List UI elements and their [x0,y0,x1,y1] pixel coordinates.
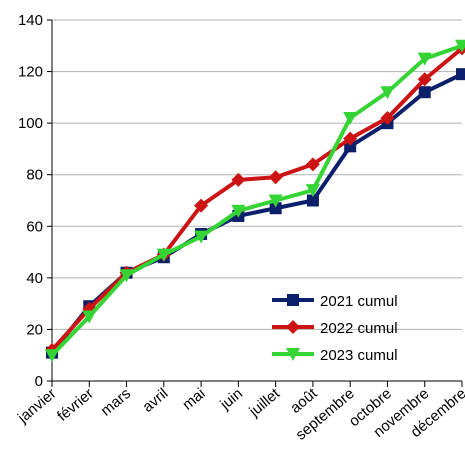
legend-entry: 2022 cumul [272,320,398,337]
x-tick-label: juillet [245,385,284,421]
legend: 2021 cumul 2022 cumul 2023 cumul [272,293,398,364]
series-1 [46,68,465,359]
y-tick-label: 0 [35,373,43,390]
axes [51,20,462,382]
legend-label: 2022 cumul [320,320,398,337]
data-point [380,110,395,125]
y-tick-label: 60 [26,218,43,235]
x-tick-label: mai [179,385,208,414]
data-point [380,86,395,100]
x-tick-label: février [54,385,97,425]
y-tick-label: 120 [18,64,43,81]
legend-entry: 2021 cumul [272,293,398,310]
x-tick-label: mars [98,385,134,419]
data-point [194,230,209,244]
y-tick-label: 40 [26,270,43,287]
legend-label: 2023 cumul [320,347,398,364]
data-point [305,157,320,172]
y-tick-label: 80 [26,167,43,184]
series-2 [45,41,465,358]
data-point [119,269,134,283]
series [45,39,465,363]
data-point [268,170,283,185]
data-point [268,194,283,208]
data-point [45,349,59,363]
x-tick-label: janvier [14,385,60,427]
data-point [194,198,209,213]
y-tick-label: 100 [18,115,43,132]
y-tick-label: 140 [18,12,43,29]
data-point [306,194,319,207]
data-point [344,140,357,153]
data-point [269,202,282,215]
data-point [456,68,465,81]
data-point [231,172,246,187]
data-point [418,86,431,99]
data-point [417,52,432,66]
legend-swatch-marker [286,348,300,361]
data-point [343,131,358,146]
series-3 [45,39,465,363]
data-point [343,111,358,125]
x-tick-label: avril [139,385,171,416]
data-point [82,310,97,324]
data-point [231,204,246,218]
data-point [455,39,465,53]
legend-label: 2021 cumul [320,293,398,310]
data-point [417,72,432,87]
x-tick-label: juin [216,385,246,414]
y-tick-label: 20 [26,321,43,338]
legend-swatch-marker [286,320,300,334]
series-line [50,72,463,354]
data-point [156,248,171,262]
series-line [50,46,464,352]
legend-entry: 2023 cumul [272,347,398,364]
y-axis-ticks: 0 20 40 60 80 100 120 140 [18,12,52,390]
series-line [50,43,463,357]
data-point [305,184,320,198]
legend-swatch-marker [287,294,299,306]
